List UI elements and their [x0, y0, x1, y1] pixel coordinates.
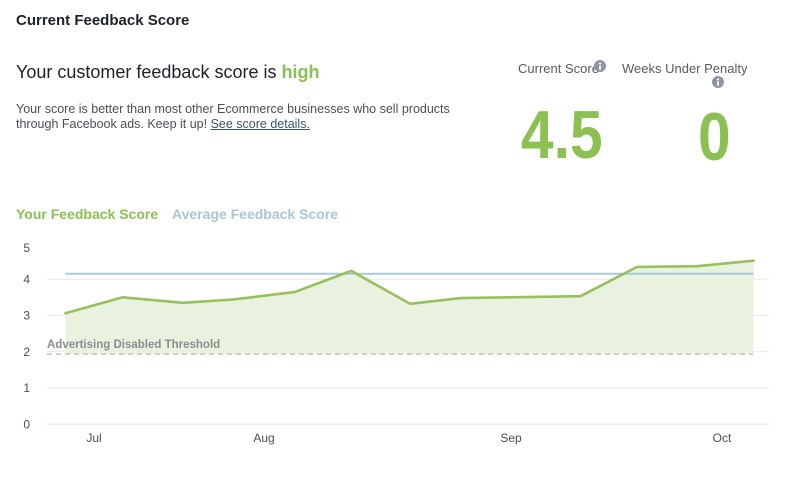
svg-text:2: 2: [23, 345, 30, 359]
svg-text:Jul: Jul: [86, 431, 101, 445]
svg-text:Oct: Oct: [713, 431, 732, 445]
svg-text:Advertising Disabled Threshold: Advertising Disabled Threshold: [47, 339, 220, 351]
svg-text:1: 1: [23, 381, 30, 395]
svg-text:Sep: Sep: [500, 431, 522, 445]
svg-text:5: 5: [23, 241, 30, 255]
svg-text:3: 3: [23, 309, 30, 323]
svg-text:0: 0: [23, 417, 30, 431]
svg-text:4: 4: [23, 273, 30, 287]
svg-text:Aug: Aug: [253, 431, 274, 445]
